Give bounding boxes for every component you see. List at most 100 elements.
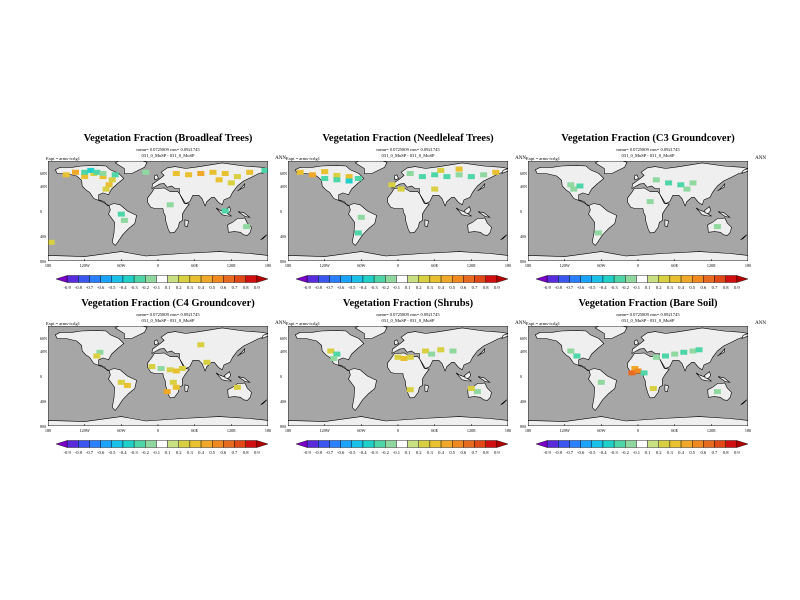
landmass-madagascar [184, 384, 189, 392]
anomaly-cell [683, 186, 691, 192]
colorbar-level-label: 0.2 [655, 450, 662, 455]
lat-tick-label: 40N [40, 183, 47, 189]
lon-tick-label: 60E [191, 428, 199, 433]
expt-label: Expt = arms-tcrlg1 [46, 321, 81, 326]
colorbar-level-label: 0.6 [460, 285, 467, 290]
anomaly-cell [567, 348, 575, 354]
landmass-new-guinea [717, 376, 731, 383]
anomaly-cell [713, 389, 721, 395]
colorbar-swatch [156, 275, 168, 283]
anomaly-cell [333, 172, 341, 178]
chart-title: Vegetation Fraction (C3 Groundcover) [561, 133, 735, 144]
colorbar-level-label: 0.4 [678, 285, 684, 290]
anomaly-cell [437, 347, 445, 353]
expt-label: Expt = arms-tcrlg1 [286, 321, 321, 326]
colorbar-level-label: -0.3 [370, 450, 378, 455]
colorbar-swatch [66, 440, 79, 448]
landmass-greenland [354, 326, 388, 339]
anomaly-cell [594, 230, 602, 236]
colorbar-level-label: 0.4 [438, 285, 444, 290]
case-line: 031_0_MuSP - 031_0_MuSP [381, 153, 435, 158]
colorbar-swatch [440, 440, 453, 448]
anomaly-cell [455, 172, 463, 178]
anomaly-cell [573, 353, 581, 359]
lat-tick-label: 80S [280, 258, 287, 264]
colorbar-level-label: -0.5 [348, 450, 356, 455]
colorbar-level-label: -0.9 [63, 285, 71, 290]
lon-tick-label: 180 [264, 428, 272, 433]
anomaly-cell [422, 348, 429, 354]
colorbar-arrow-right [256, 275, 269, 283]
colorbar-swatch [156, 440, 168, 448]
colorbar-level-label: 0.5 [449, 450, 456, 455]
lon-tick-label: 180 [284, 428, 292, 433]
lon-tick-label: 180 [504, 263, 512, 268]
colorbar-swatch [407, 440, 419, 448]
colorbar-level-label: -0.8 [554, 450, 562, 455]
landmass-antarctica [288, 251, 508, 261]
anomaly-cell [437, 167, 445, 173]
anomaly-cell [449, 348, 457, 354]
colorbar-swatch [145, 440, 157, 448]
lon-tick-label: 180 [284, 263, 292, 268]
colorbar-level-label: -0.5 [108, 450, 116, 455]
anomaly-cell [327, 348, 335, 354]
anomaly-cell [108, 177, 116, 183]
case-line: 031_0_MuSP - 031_0_MuSP [621, 153, 675, 158]
map-plot [288, 161, 508, 261]
colorbar-swatch [351, 440, 364, 448]
anomaly-cell [713, 224, 721, 230]
lat-tick-label: 60N [40, 171, 47, 176]
landmass-japan [717, 348, 726, 357]
landmass-madagascar [184, 219, 189, 227]
lat-tick-label: 0 [520, 208, 522, 214]
anomaly-cell [123, 382, 131, 388]
stats-line: mean= 0.0725809 rms= 0.0921745 [616, 147, 680, 152]
colorbar-level-label: 0.9 [733, 450, 740, 455]
panel-c4-groundcover: Vegetation Fraction (C4 Groundcover) mea… [40, 298, 288, 478]
colorbar-arrow-right [496, 275, 509, 283]
anomaly-cell [157, 366, 165, 371]
colorbar-level-label: 0.5 [209, 450, 216, 455]
anomaly-cell [178, 366, 186, 371]
anomaly-cell [418, 174, 426, 180]
colorbar-swatch [189, 440, 202, 448]
anomaly-cell [431, 172, 439, 178]
anomaly-cell [443, 174, 451, 180]
anomaly-cell [117, 211, 125, 217]
colorbar-level-label: -0.9 [543, 450, 551, 455]
anomaly-cell [467, 386, 475, 391]
colorbar-swatch [407, 275, 419, 283]
anomaly-cell [345, 178, 353, 184]
landmass-madagascar [664, 219, 669, 227]
lon-tick-label: 120W [79, 263, 90, 268]
landmass-africa [387, 352, 430, 399]
case-line: 031_0_MuSP - 031_0_MuSP [621, 318, 675, 323]
lon-tick-label: 120W [319, 263, 330, 268]
colorbar-swatch [223, 440, 235, 448]
chart-title: Vegetation Fraction (C4 Groundcover) [81, 298, 255, 309]
colorbar-level-label: -0.5 [588, 450, 596, 455]
colorbar-level-label: 0.7 [711, 285, 718, 290]
colorbar-swatch [485, 440, 498, 448]
panel-bare-soil: Vegetation Fraction (Bare Soil) mean= 0.… [520, 298, 768, 478]
stats-line: mean= 0.0725809 rms= 0.0921745 [376, 312, 440, 317]
colorbar-level-label: 0.2 [415, 285, 422, 290]
lon-tick-label: 120W [79, 428, 90, 433]
colorbar-level-label: 0.4 [438, 450, 444, 455]
colorbar-level-label: 0.5 [689, 285, 696, 290]
colorbar-level-label: -0.7 [85, 450, 94, 455]
chart-title: Vegetation Fraction (Needleleaf Trees) [322, 133, 494, 144]
colorbar-level-label: 0.2 [655, 285, 662, 290]
landmass-madagascar [424, 384, 429, 392]
colorbar-level-label: 0.6 [460, 450, 467, 455]
colorbar-swatch [580, 275, 592, 283]
lat-tick-label: 80S [280, 423, 287, 429]
colorbar-level-label: -0.3 [610, 450, 618, 455]
landmass-australia [227, 217, 252, 236]
colorbar-swatch [212, 275, 224, 283]
colorbar-level-label: -0.7 [85, 285, 94, 290]
expt-label: Expt = arms-tcrlg1 [286, 156, 321, 161]
landmass-japan [477, 348, 486, 357]
anomaly-cell [87, 167, 95, 173]
